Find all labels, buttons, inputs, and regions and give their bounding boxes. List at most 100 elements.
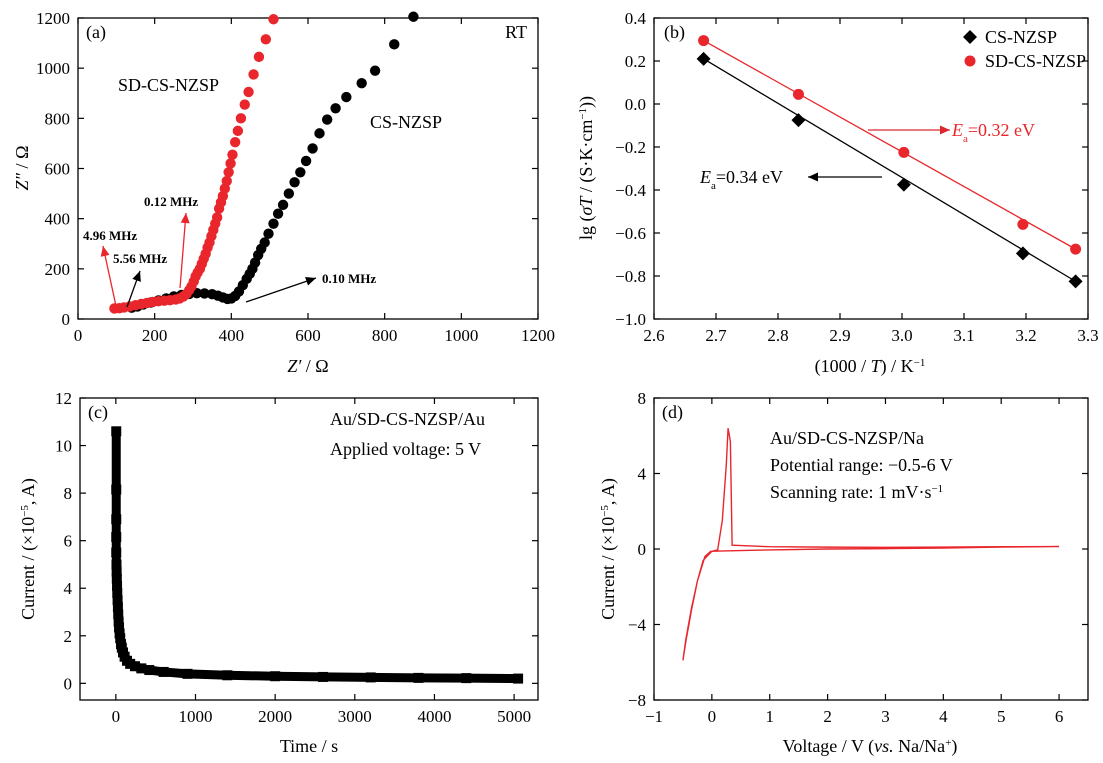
y-axis-label-part: Z″ (12, 172, 32, 190)
panel-label-c-part: (c) (88, 402, 108, 423)
marker-cs-nzsp (896, 177, 911, 192)
arrow-010mhz (245, 277, 317, 303)
marker-cs-nzsp (314, 128, 325, 139)
arrow-012mhz-head (180, 213, 190, 224)
y-axis-label-part: −1 (577, 108, 589, 120)
freq-label-556mhz: 5.56 MHz (113, 251, 167, 266)
y-axis-label-part: −5 (19, 505, 31, 517)
y-tick-label-part: −0.2 (615, 138, 646, 157)
y-tick-label-part: 0 (638, 540, 647, 559)
plot-frame (77, 17, 539, 320)
y-tick-label-part: 600 (45, 160, 71, 179)
x-tick-label: 0 (112, 707, 121, 726)
y-tick-label-part: 6 (64, 532, 73, 551)
y-tick-label-part: −0.4 (615, 181, 646, 200)
marker-sd-cs-nzsp (227, 149, 238, 160)
x-tick-label-part: 2000 (258, 707, 292, 726)
marker-cs-nzsp (289, 177, 300, 188)
x-tick-label-part: 3.3 (1077, 326, 1098, 345)
y-axis-label-part: )) (576, 96, 597, 108)
plot-frame (79, 397, 539, 701)
marker-cs-nzsp (307, 143, 318, 154)
x-tick-label: 5 (997, 707, 1006, 726)
x-tick-label-part: 400 (219, 326, 245, 345)
y-axis-label-part: Current / (×10 (18, 517, 39, 620)
marker-sd-cs-nzsp (225, 158, 236, 169)
x-tick-label-part: 1200 (521, 326, 555, 345)
x-tick-label: 3.0 (891, 326, 912, 345)
temperature-label-part: RT (505, 22, 527, 42)
x-tick-label-part: 4 (939, 707, 948, 726)
x-tick-label: 5000 (497, 707, 531, 726)
annotation-cell: Au/SD-CS-NZSP/Au (330, 409, 485, 429)
panel-label-b-part: (b) (664, 22, 685, 43)
x-tick-label-part: 600 (295, 326, 321, 345)
marker-sd-cs-nzsp (243, 86, 254, 98)
y-tick-label: 4 (638, 465, 647, 484)
x-axis-label-part: Na/Na (894, 736, 945, 756)
y-tick-label-part: 800 (45, 109, 71, 128)
y-tick-label: 0 (64, 674, 73, 693)
panel-b: 2.6 2.7 2.8 2.9 3.0 3.1 3.2 3.3 −1.0 −0.8 −0.6 −0.4… (576, 9, 1099, 377)
x-tick-label-part: 5 (997, 707, 1006, 726)
marker-cs-nzsp (272, 208, 284, 219)
legend-label-cs-nzsp-part: CS-NZSP (985, 27, 1057, 47)
y-tick-label-part: −1.0 (615, 310, 646, 329)
x-axis-label-part: Time / s (280, 736, 338, 756)
x-axis-label-part: Z′ (287, 356, 302, 376)
y-tick-label: −8 (628, 691, 646, 710)
marker-sd-cs-nzsp (221, 175, 232, 187)
y-axis-label-part: , A) (598, 478, 619, 505)
x-axis-label-part: ) / K (881, 356, 914, 377)
x-tick-label-part: 1 (765, 707, 774, 726)
fit-line-cs-nzsp (703, 58, 1076, 282)
y-tick-label: 400 (45, 210, 71, 229)
x-axis-label: Time / s (280, 736, 338, 756)
x-axis-label-part: −1 (914, 357, 926, 369)
current-decay-trace (111, 426, 523, 684)
x-tick-label-part: 0 (708, 707, 717, 726)
x-axis-label: (1000 / T) / K−1 (815, 356, 926, 377)
marker-cs-nzsp (199, 288, 210, 299)
x-axis-label-part: T (871, 356, 883, 376)
x-tick-label: −1 (645, 707, 663, 726)
freq-label-496mhz: 4.96 MHz (83, 228, 137, 243)
y-tick-label: 1200 (36, 9, 70, 28)
marker-sd-cs-nzsp (235, 113, 247, 124)
legend-label-sd-cs-nzsp-part: SD-CS-NZSP (985, 51, 1086, 71)
x-tick-label: 600 (295, 326, 321, 345)
marker-cs-nzsp (295, 167, 306, 178)
x-axis-label: Z′ / Ω (287, 356, 328, 376)
y-axis-label: lg (σT / (S·K·cm−1)) (576, 96, 597, 240)
marker-sd-cs-nzsp (898, 146, 910, 158)
ea-label-black-part: a (711, 180, 716, 192)
y-tick-label-part: 8 (64, 484, 73, 503)
arrow-012mhz (179, 212, 187, 289)
x-tick-label-part: 0 (112, 707, 121, 726)
y-tick-label: −1.0 (615, 310, 646, 329)
y-tick-label-part: 200 (45, 260, 71, 279)
x-tick-label: 1 (765, 707, 774, 726)
y-tick-label: 1000 (36, 59, 70, 78)
marker-cs-nzsp (263, 228, 274, 239)
marker-cs-nzsp (696, 51, 711, 66)
marker-sd-cs-nzsp (792, 88, 804, 100)
y-tick-label: 0 (62, 310, 71, 329)
panel-a: 0 200 400 600 800 1000 1200 0 200 400 600 800 1000 12… (12, 9, 555, 376)
y-tick-label: −0.6 (615, 224, 646, 243)
panel-label-a-part: (a) (86, 22, 106, 43)
y-tick-label-part: 10 (55, 437, 72, 456)
series-label-sd-cs-nzsp: SD-CS-NZSP (118, 75, 219, 95)
x-tick-label-part: 200 (142, 326, 168, 345)
y-tick-label: 0.2 (625, 52, 646, 71)
y-axis-label-part: Current / (×10 (598, 517, 619, 620)
x-tick-label: 2000 (258, 707, 292, 726)
temperature-label: RT (505, 22, 527, 42)
freq-label-556mhz-part: 5.56 MHz (113, 251, 167, 266)
marker-sd-cs-nzsp (1070, 243, 1082, 255)
y-tick-label-part: 1000 (36, 59, 70, 78)
annotation-cell-part: Au/SD-CS-NZSP/Na (770, 428, 924, 448)
annotation-range-part: Potential range: −0.5-6 V (770, 455, 953, 475)
y-tick-label: −0.8 (615, 267, 646, 286)
